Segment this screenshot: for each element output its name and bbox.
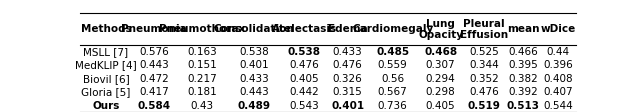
Text: Edema: Edema	[328, 24, 367, 34]
Text: 0.407: 0.407	[543, 87, 573, 97]
Text: 0.294: 0.294	[426, 74, 456, 84]
Text: 0.405: 0.405	[289, 74, 319, 84]
Text: Atelectasis: Atelectasis	[271, 24, 337, 34]
Text: 0.401: 0.401	[239, 60, 269, 70]
Text: 0.44: 0.44	[547, 47, 570, 57]
Text: 0.519: 0.519	[468, 100, 500, 111]
Text: Pneumonia: Pneumonia	[121, 24, 187, 34]
Text: 0.443: 0.443	[139, 60, 169, 70]
Text: 0.736: 0.736	[378, 100, 408, 111]
Text: 0.433: 0.433	[333, 47, 362, 57]
Text: Pneumothorax: Pneumothorax	[159, 24, 245, 34]
Text: 0.538: 0.538	[288, 47, 321, 57]
Text: 0.567: 0.567	[378, 87, 408, 97]
Text: Ours: Ours	[92, 100, 120, 111]
Text: 0.396: 0.396	[543, 60, 573, 70]
Text: 0.344: 0.344	[469, 60, 499, 70]
Text: 0.401: 0.401	[331, 100, 364, 111]
Text: wDice: wDice	[540, 24, 575, 34]
Text: 0.476: 0.476	[289, 60, 319, 70]
Text: Pleural
Effusion: Pleural Effusion	[460, 19, 508, 40]
Text: Lung
Opacity: Lung Opacity	[418, 19, 463, 40]
Text: 0.392: 0.392	[508, 87, 538, 97]
Text: 0.543: 0.543	[289, 100, 319, 111]
Text: 0.43: 0.43	[190, 100, 213, 111]
Text: 0.433: 0.433	[239, 74, 269, 84]
Text: 0.315: 0.315	[333, 87, 362, 97]
Text: 0.576: 0.576	[139, 47, 169, 57]
Text: MedKLIP [4]: MedKLIP [4]	[75, 60, 137, 70]
Text: 0.476: 0.476	[333, 60, 362, 70]
Text: 0.466: 0.466	[508, 47, 538, 57]
Text: 0.513: 0.513	[506, 100, 540, 111]
Text: 0.584: 0.584	[138, 100, 170, 111]
Text: Consolidation: Consolidation	[214, 24, 294, 34]
Text: 0.442: 0.442	[289, 87, 319, 97]
Text: 0.525: 0.525	[469, 47, 499, 57]
Text: 0.538: 0.538	[239, 47, 269, 57]
Text: 0.408: 0.408	[543, 74, 573, 84]
Text: Biovil [6]: Biovil [6]	[83, 74, 129, 84]
Text: 0.485: 0.485	[376, 47, 410, 57]
Text: 0.544: 0.544	[543, 100, 573, 111]
Text: 0.56: 0.56	[381, 74, 404, 84]
Text: 0.468: 0.468	[424, 47, 457, 57]
Text: 0.395: 0.395	[508, 60, 538, 70]
Text: 0.352: 0.352	[469, 74, 499, 84]
Text: 0.476: 0.476	[469, 87, 499, 97]
Text: 0.151: 0.151	[187, 60, 217, 70]
Text: 0.417: 0.417	[139, 87, 169, 97]
Text: 0.405: 0.405	[426, 100, 456, 111]
Text: 0.489: 0.489	[237, 100, 270, 111]
Text: 0.443: 0.443	[239, 87, 269, 97]
Text: Cardiomegaly: Cardiomegaly	[352, 24, 433, 34]
Text: 0.181: 0.181	[187, 87, 217, 97]
Text: 0.559: 0.559	[378, 60, 408, 70]
Text: 0.326: 0.326	[333, 74, 362, 84]
Text: Methods: Methods	[81, 24, 131, 34]
Text: 0.217: 0.217	[187, 74, 217, 84]
Text: 0.163: 0.163	[187, 47, 217, 57]
Text: MSLL [7]: MSLL [7]	[83, 47, 129, 57]
Text: Gloria [5]: Gloria [5]	[81, 87, 131, 97]
Text: 0.472: 0.472	[139, 74, 169, 84]
Text: 0.382: 0.382	[508, 74, 538, 84]
Text: 0.307: 0.307	[426, 60, 456, 70]
Text: 0.298: 0.298	[426, 87, 456, 97]
Text: mean: mean	[507, 24, 539, 34]
